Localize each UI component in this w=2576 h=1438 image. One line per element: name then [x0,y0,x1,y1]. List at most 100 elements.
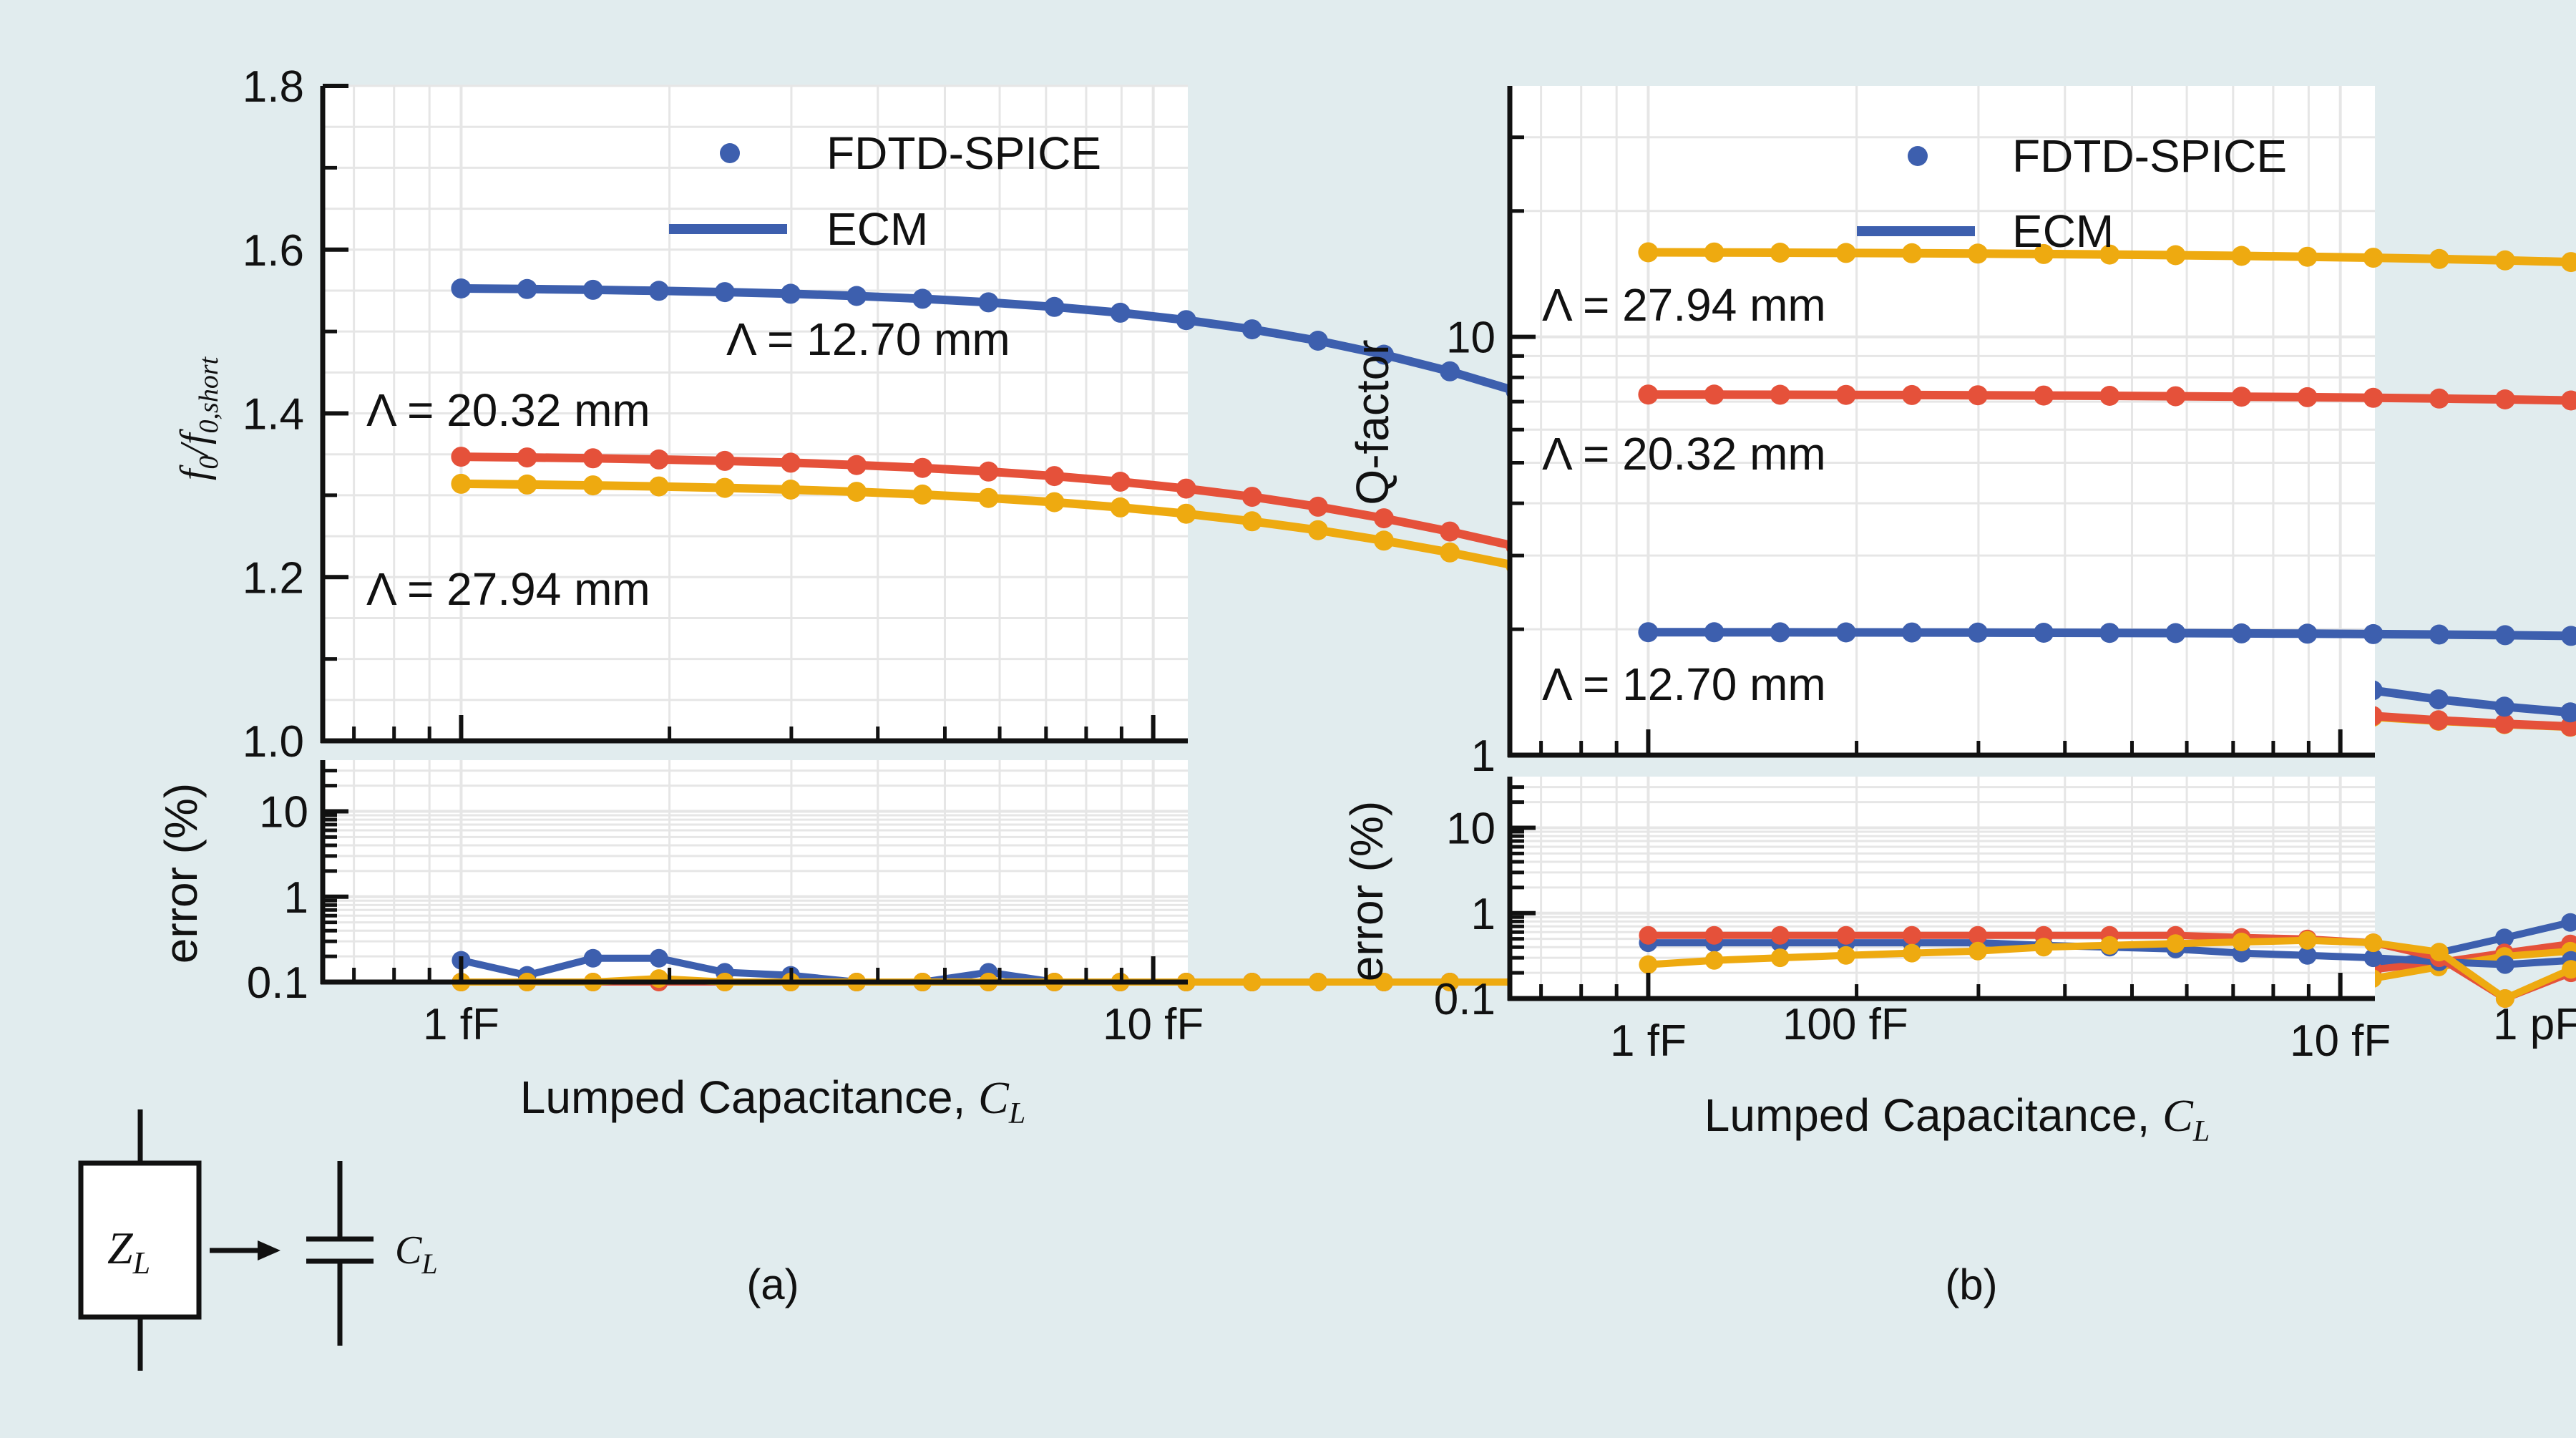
panel-a-series-blue-point [1241,319,1262,340]
panel-a-series-yellow-point [1241,511,1262,532]
panel-a-error-y-axis-label: error (%) [155,783,207,963]
panel-a-series-blue-point [1110,302,1131,323]
panel-a-y-tick-label: 1.6 [243,226,304,276]
panel-b-series-red-point [2429,388,2449,409]
panel-a-series-blue-point [1176,310,1196,331]
panel-b-series-yellow-point [2429,248,2449,269]
panel-b-error-y-axis-label: error (%) [1341,801,1392,981]
panel-a-series-yellow-point [781,480,801,500]
panel-b-legend-dot-marker [1908,146,1928,166]
panel-b-series-yellow-point [2165,245,2186,266]
inset-arrow-head [258,1240,280,1260]
panel-b-series-red-point [1704,384,1724,405]
panel-b-y-tick-label: 1 [1471,732,1496,781]
panel-a-series-red-point [714,450,735,471]
panel-a-series-yellow-point [1044,492,1065,512]
panel-b-series-red-point [1770,384,1790,405]
panel-b-series-blue-point [2297,623,2318,644]
load-impedance-inset [78,1109,374,1371]
panel-a-series-yellow-point [714,477,735,498]
panel-b-error-yellow-point [1704,951,1724,970]
panel-a-series-yellow-point [451,473,472,494]
panel-b-series-yellow-point [1704,242,1724,263]
panel-b-error-red-point [1968,926,1987,945]
panel-a-error-blue-point [2561,913,2576,932]
panel-a-series-blue-point [714,282,735,303]
panel-a-series-blue-point [1307,331,1328,351]
panel-b-x-tick-label: 10 fF [2290,1016,2391,1066]
panel-b-error-red-point [1770,926,1790,945]
panel-b-series-red-point [2231,387,2252,407]
panel-a-series-red-point [648,449,669,470]
panel-b-error-yellow-point [2166,934,2185,953]
panel-b-error-yellow-point [1836,946,1855,965]
panel-b-legend-dots-label: FDTD-SPICE [2012,130,2287,182]
panel-b-y-tick-label: 10 [1446,314,1496,363]
panel-a-series-blue-point [2560,702,2576,723]
panel-b-error-red-point [1639,926,1658,945]
panel-a-series-yellow-point [582,475,603,496]
panel-b-legend-line-label: ECM [2012,205,2114,257]
panel-a-error-yellow-point [1308,973,1327,991]
panel-b-error-grid [1510,777,2375,1000]
panel-b-series-blue-point [1638,622,1659,643]
panel-b-error-y-tick-label: 10 [1446,805,1496,854]
panel-b-error-series [1639,926,2576,1008]
panel-b-error-y-tick-label: 0.1 [1434,975,1496,1024]
panel-a-error-y-tick-label: 1 [284,873,308,923]
panel-a-error-y-tick-label: 10 [259,788,308,837]
panel-a-series-red-point [912,457,933,478]
panel-a-series-red-point [1307,496,1328,517]
panel-b-error-yellow-point [2429,943,2449,962]
panel-b-series-blue-point [2363,623,2384,644]
panel-a-label-12-70: Λ = 12.70 mm [726,314,1010,365]
panel-b-x-axis-label: Lumped Capacitance, CL [1704,1089,2210,1148]
panel-b-error-yellow-point [2562,960,2576,979]
panel-a-x-tick-label: 1 pF [2493,1000,2576,1049]
panel-b-series-blue-point [2099,623,2120,643]
panel-a-label-20-32: Λ = 20.32 mm [366,384,650,436]
panel-a-x-axis-label: Lumped Capacitance, CL [520,1072,1025,1130]
panel-a-legend-line-label: ECM [826,203,928,255]
panel-a-error-blue-point [583,948,602,968]
panel-a-series-red-point [1241,487,1262,507]
inset-impedance-label: ZL [107,1223,150,1281]
panel-a-series-yellow-point [912,484,933,505]
panel-b-series-yellow-point [1968,243,1988,264]
panel-a-series-red-point [1110,472,1131,492]
panel-a-error-grid [323,760,1188,983]
panel-a-series-blue-point [648,281,669,301]
panel-b-error-yellow-point [2363,933,2383,953]
panel-b-series-yellow-point [2561,252,2576,273]
panel-a-series-yellow-point [978,487,999,508]
panel-a-y-tick-label: 1.2 [243,553,304,603]
panel-a-x-tick-label: 10 fF [1103,1000,1204,1049]
panel-b-series-yellow-point [2099,244,2120,265]
panel-a-series-yellow-point [1176,503,1196,524]
panel-a-series-yellow-point [1307,520,1328,540]
panel-a-series-yellow-point [1440,542,1460,563]
panel-b-series-red-point [2034,385,2054,406]
panel-b-series-yellow-point [2494,250,2515,271]
panel-a-series-red-point [582,448,603,469]
panel-a-label-27-94: Λ = 27.94 mm [366,563,650,615]
panel-a-series-blue-point [1440,361,1460,382]
panel-b-series-red-point [2561,390,2576,411]
panel-a-series-yellow-point [1110,497,1131,518]
panel-b-series-red-point [2363,387,2384,408]
panel-a-series-red-point [517,447,537,468]
panel-b-series-yellow-point [2297,246,2318,267]
panel-b-x-tick-label: 1 fF [1610,1016,1687,1066]
panel-a-series-yellow-point [517,474,537,495]
panel-b-series-red-point [2297,387,2318,407]
panel-a-series-red-point [1374,508,1394,529]
panel-b-error-yellow-point [1639,955,1658,974]
panel-b-series-red-point [1638,384,1659,405]
panel-a-series-blue-point [451,278,472,298]
panel-b: 1 10 Q-factor FDTD-SPICE ECM Λ = 27.94 mm… [1341,86,2576,1308]
panel-a-series-red-point [1440,521,1460,542]
panel-a-x-tick-label: 100 fF [1782,1000,1908,1049]
panel-a-series-blue-point [978,292,999,313]
panel-b-series-blue-point [2561,626,2576,646]
panel-b-error-red-point [1704,926,1724,945]
